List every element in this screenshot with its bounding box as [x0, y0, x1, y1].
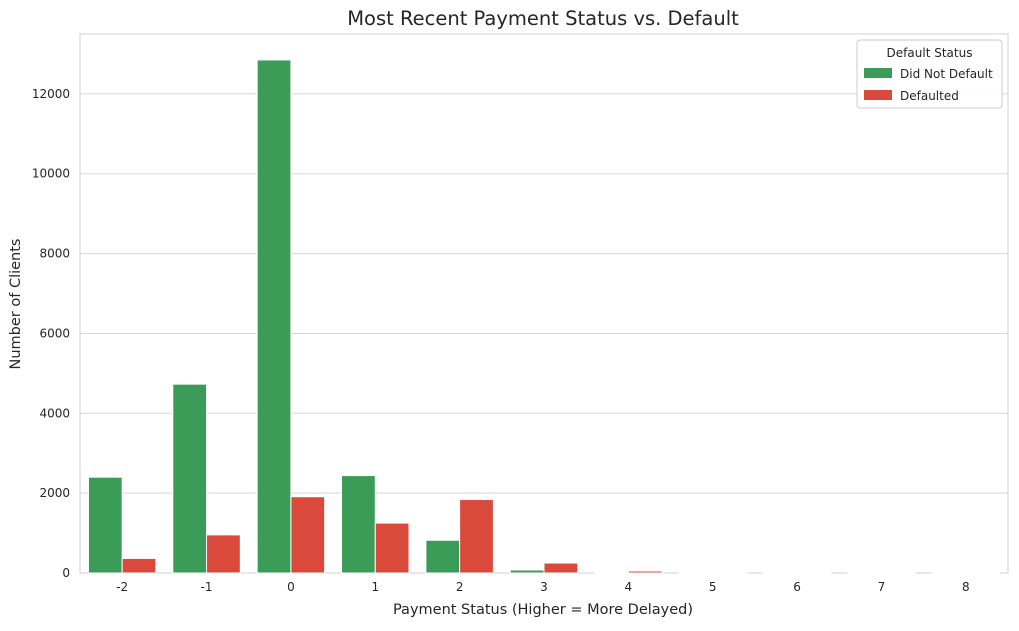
bar-did-not-default-1 [342, 476, 376, 573]
y-tick-label: 10000 [32, 167, 70, 181]
x-tick-label: -2 [116, 580, 128, 594]
bar-did-not-default-4 [595, 572, 629, 573]
bar-defaulted--2 [122, 558, 156, 573]
bar-defaulted-2 [460, 500, 494, 573]
x-tick-label: 7 [878, 580, 886, 594]
y-tick-label: 8000 [39, 247, 70, 261]
bar-defaulted-5 [713, 572, 747, 573]
x-axis-title: Payment Status (Higher = More Delayed) [393, 602, 693, 618]
x-tick-label: 5 [709, 580, 717, 594]
bar-defaulted-4 [628, 571, 662, 573]
x-tick-label: 0 [287, 580, 295, 594]
y-tick-label: 0 [62, 566, 70, 580]
bar-did-not-default-2 [426, 540, 460, 573]
bar-did-not-default--2 [88, 477, 122, 573]
y-tick-label: 12000 [32, 87, 70, 101]
x-tick-label: -1 [201, 580, 213, 594]
bar-did-not-default-3 [510, 570, 544, 573]
legend-label-defaulted: Defaulted [900, 89, 959, 103]
bar-defaulted-1 [375, 523, 409, 573]
legend-swatch-defaulted [864, 90, 892, 100]
bar-defaulted-3 [544, 563, 578, 573]
bar-defaulted--1 [207, 535, 241, 573]
bar-did-not-default-5 [679, 572, 713, 573]
x-tick-label: 1 [371, 580, 379, 594]
y-tick-label: 2000 [39, 486, 70, 500]
legend-label-did-not-default: Did Not Default [900, 67, 993, 81]
y-axis-title: Number of Clients [8, 239, 24, 370]
x-tick-label: 8 [962, 580, 970, 594]
legend-title: Default Status [887, 46, 973, 60]
bar-defaulted-0 [291, 497, 325, 573]
bar-did-not-default--1 [173, 384, 207, 573]
legend-swatch-did-not-default [864, 68, 892, 78]
x-tick-label: 2 [456, 580, 464, 594]
y-tick-label: 6000 [39, 326, 70, 340]
legend: Default Status Did Not Default Defaulted [857, 40, 1002, 108]
bar-defaulted-6 [797, 572, 831, 573]
bar-did-not-default-0 [257, 60, 291, 573]
y-tick-label: 4000 [39, 406, 70, 420]
x-tick-label: 3 [540, 580, 548, 594]
chart-title: Most Recent Payment Status vs. Default [347, 7, 739, 30]
x-tick-label: 6 [793, 580, 801, 594]
x-tick-label: 4 [625, 580, 633, 594]
